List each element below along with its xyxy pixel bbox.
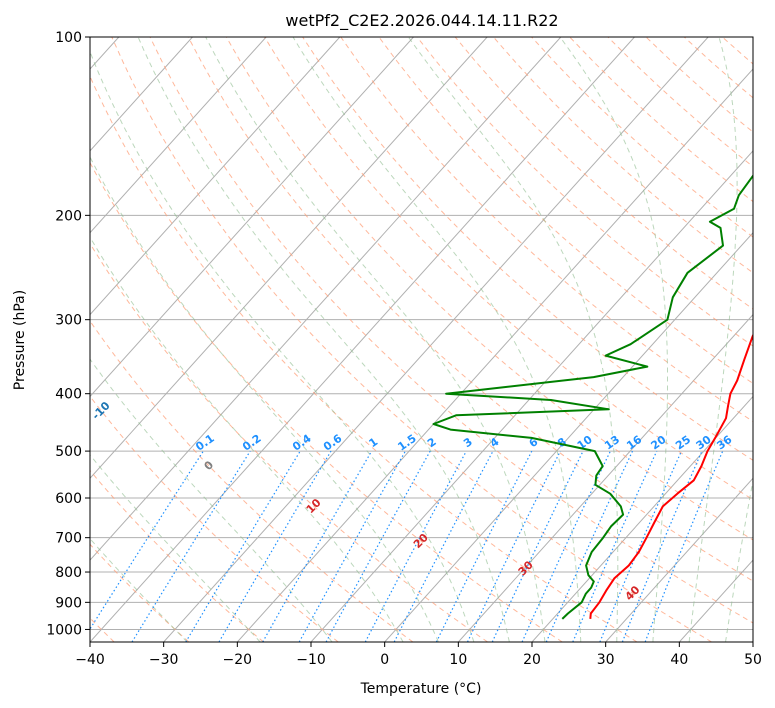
moist-adiabat <box>90 454 261 642</box>
isotherm-gridline <box>90 37 193 152</box>
dry-adiabat <box>90 242 488 642</box>
isotherm-gridline <box>457 313 753 642</box>
mixing-ratio-line <box>90 450 204 631</box>
mixing-ratio-line <box>325 450 431 642</box>
x-axis: −40 −30 −20 −10 0 10 20 30 40 50 <box>75 642 762 668</box>
x-tick-label: −40 <box>75 652 105 668</box>
moist-adiabat <box>90 537 188 642</box>
mixing-ratio-line <box>644 450 724 642</box>
moist-adiabat <box>559 37 668 642</box>
moist-adiabat <box>137 37 510 642</box>
isotherm-gridline <box>90 37 414 398</box>
mixing-ratio-line <box>364 450 467 642</box>
moist-adiabat <box>90 236 404 642</box>
moist-adiabat <box>90 50 475 642</box>
dry-adiabat <box>90 469 264 642</box>
dry-adiabat <box>90 75 638 642</box>
y-axis: 100 200 300 400 500 600 700 800 900 1000 <box>46 30 90 638</box>
moist-adiabat <box>292 37 582 642</box>
x-tick-label: 20 <box>523 652 541 668</box>
mixing-ratio-line <box>435 450 533 642</box>
mixing-ratio-line <box>572 450 658 642</box>
y-tick-label: 200 <box>55 208 82 224</box>
y-tick-label: 900 <box>55 595 82 611</box>
x-tick-label: 0 <box>380 652 389 668</box>
y-tick-label: 600 <box>55 491 82 507</box>
y-tick-label: 500 <box>55 444 82 460</box>
mixing-ratio-line <box>298 450 406 642</box>
dry-adiabat <box>302 37 753 461</box>
plot-frame <box>89 36 754 643</box>
moist-adiabat <box>407 37 619 642</box>
dry-adiabat <box>264 37 753 501</box>
mixing-ratio-line <box>621 450 703 642</box>
x-tick-label: 10 <box>449 652 467 668</box>
moist-adiabat <box>90 156 439 642</box>
temperature-profile <box>589 333 753 619</box>
isotherm-gridline <box>531 395 753 642</box>
isotherm-gridline <box>384 231 753 642</box>
dry-adiabat <box>187 37 753 582</box>
y-tick-label: 300 <box>55 313 82 329</box>
isotherm-gridline <box>90 37 562 561</box>
dry-adiabat <box>416 37 753 347</box>
y-tick-label: 400 <box>55 387 82 403</box>
dry-adiabat <box>225 37 753 541</box>
y-axis-label: Pressure (hPa) <box>12 290 28 390</box>
isotherm-gridline <box>90 37 341 316</box>
y-tick-label: 1000 <box>46 622 82 638</box>
x-tick-label: −30 <box>149 652 179 668</box>
y-tick-label: 100 <box>55 30 82 46</box>
moist-adiabat <box>688 37 738 642</box>
x-tick-label: 30 <box>597 652 615 668</box>
isotherm-gridline <box>90 37 488 480</box>
isotherm-gridline <box>90 37 635 642</box>
x-tick-label: 50 <box>744 652 762 668</box>
y-tick-label: 700 <box>55 531 82 547</box>
dewpoint-profile <box>432 174 753 620</box>
x-axis-label: Temperature (°C) <box>360 681 482 697</box>
dry-adiabat <box>90 161 563 642</box>
isotherm-gridline <box>90 37 267 234</box>
isotherm-gridline <box>605 477 753 642</box>
mixing-ratio-line <box>545 450 634 642</box>
chart-title: wetPf2_C2E2.2026.044.14.11.R22 <box>285 11 558 31</box>
x-tick-label: 40 <box>670 652 688 668</box>
x-tick-label: −10 <box>296 652 326 668</box>
mixing-ratio-line <box>599 450 682 642</box>
y-tick-label: 800 <box>55 565 82 581</box>
dry-adiabat <box>111 37 712 642</box>
moist-adiabat <box>205 37 546 642</box>
moist-adiabat <box>725 477 753 642</box>
mixing-ratio-line <box>131 450 251 642</box>
isotherm-gridline <box>163 37 709 642</box>
dry-adiabat <box>149 37 753 624</box>
moist-adiabat <box>90 358 333 642</box>
isotherm-gridline <box>236 68 753 642</box>
x-tick-label: −20 <box>223 652 253 668</box>
